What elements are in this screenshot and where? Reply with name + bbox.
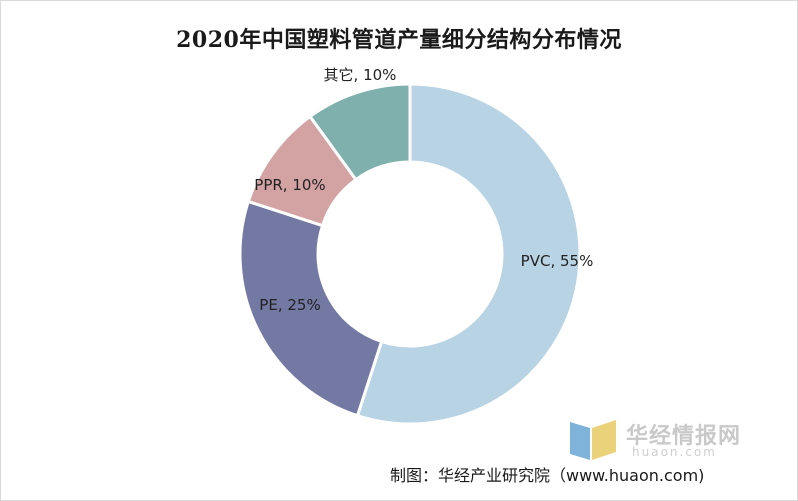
slice-label-pvc: PVC, 55%	[521, 252, 594, 270]
slice-pvc	[355, 82, 582, 426]
slice-label-pe: PE, 25%	[259, 296, 320, 314]
watermark-logo-icon	[570, 420, 616, 460]
watermark-brand: 华经情报网	[626, 424, 742, 449]
slice-label-其它: 其它, 10%	[324, 66, 397, 84]
watermark-url: huaon.com	[632, 445, 717, 459]
watermark: 华经情报网 huaon.com	[566, 418, 776, 460]
slice-pe	[238, 199, 384, 418]
source-note: 制图：华经产业研究院（www.huaon.com)	[390, 466, 705, 485]
slice-labels: PVC, 55% PE, 25% PPR, 10% 其它, 10%	[254, 66, 593, 314]
slice-label-ppr: PPR, 10%	[254, 176, 325, 194]
slice-其它	[307, 82, 412, 182]
chart-title: 2020年中国塑料管道产量细分结构分布情况	[176, 27, 622, 53]
donut-slices	[238, 82, 582, 426]
